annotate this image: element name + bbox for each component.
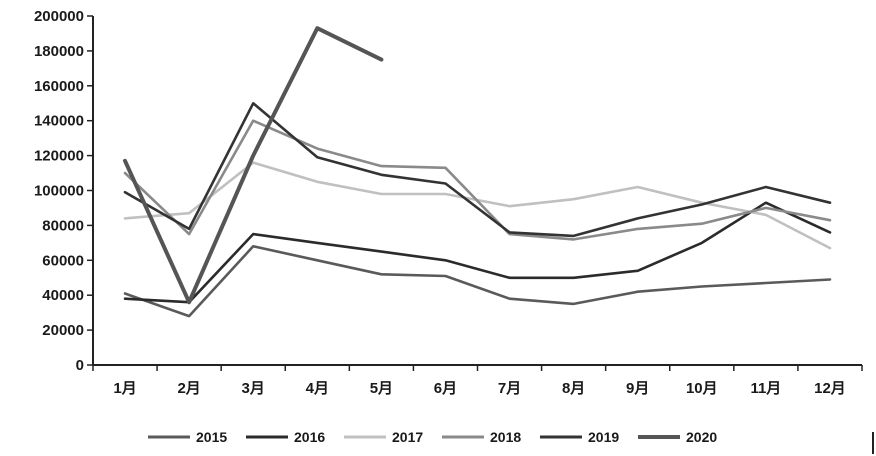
series-lines [123, 26, 832, 318]
x-tick-label: 5月 [370, 380, 393, 397]
legend-label-2015: 2015 [196, 429, 227, 445]
x-tick-label: 1月 [113, 380, 136, 397]
legend-label-2017: 2017 [392, 429, 423, 445]
y-tick-label: 120000 [34, 148, 84, 165]
y-tick-label: 160000 [34, 78, 84, 95]
y-tick-label: 80000 [42, 217, 84, 234]
x-tick-label: 4月 [306, 380, 329, 397]
legend-label-2018: 2018 [490, 429, 521, 445]
series-line-2019 [123, 102, 832, 238]
legend-label-2020: 2020 [686, 429, 717, 445]
legend-label-2019: 2019 [588, 429, 619, 445]
legend: 2015 2016 2017 2018 2019 2020 [148, 429, 717, 445]
x-tick-label: 8月 [562, 380, 585, 397]
legend-label-2016: 2016 [294, 429, 325, 445]
series-line-2018 [123, 119, 832, 241]
x-tick-label: 12月 [814, 380, 846, 397]
x-tick-label: 9月 [626, 380, 649, 397]
series-line-2015 [123, 245, 832, 318]
y-tick-label: 140000 [34, 113, 84, 130]
series-line-2016 [123, 201, 832, 304]
x-tick-label: 3月 [242, 380, 265, 397]
y-tick-label: 60000 [42, 252, 84, 269]
y-tick-label: 200000 [34, 8, 84, 25]
y-tick-label: 40000 [42, 287, 84, 304]
y-tick-label: 0 [76, 357, 84, 374]
series-line-2020 [123, 26, 384, 305]
y-tick-label: 100000 [34, 183, 84, 200]
x-tick-label: 6月 [434, 380, 457, 397]
x-tick-label: 2月 [177, 380, 200, 397]
y-tick-label: 180000 [34, 43, 84, 60]
right-edge-mark [872, 432, 874, 454]
x-tick-label: 10月 [686, 380, 718, 397]
x-tick-label: 7月 [498, 380, 521, 397]
x-tick-label: 11月 [750, 380, 781, 397]
grid-and-axes: 0 20000 40000 60000 80000 100000 120000 140000 1… [34, 8, 863, 397]
y-tick-label: 20000 [42, 322, 84, 339]
